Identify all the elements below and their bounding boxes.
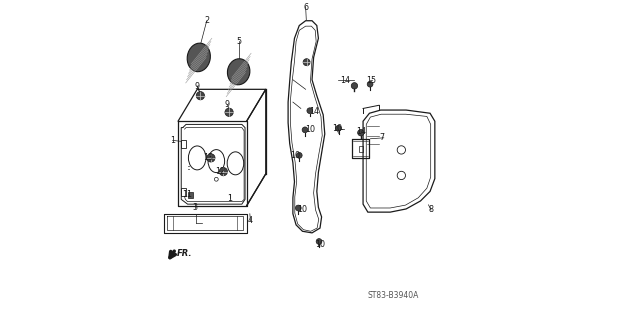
- Circle shape: [207, 154, 215, 162]
- Text: 12: 12: [216, 167, 225, 176]
- Text: 11: 11: [182, 190, 191, 199]
- Text: 15: 15: [366, 76, 376, 85]
- Text: 14: 14: [340, 76, 351, 85]
- Bar: [359, 146, 364, 152]
- Bar: [180, 188, 186, 196]
- Circle shape: [335, 125, 341, 131]
- Text: ST83-B3940A: ST83-B3940A: [368, 291, 419, 300]
- Text: 14: 14: [356, 127, 367, 136]
- Text: 3: 3: [193, 204, 198, 212]
- Circle shape: [196, 92, 205, 100]
- Circle shape: [307, 108, 313, 114]
- Text: 5: 5: [236, 37, 241, 46]
- Text: 10: 10: [297, 205, 307, 214]
- Text: FR.: FR.: [177, 249, 193, 258]
- Text: 10: 10: [332, 124, 342, 133]
- Text: 7: 7: [380, 133, 385, 142]
- Text: 8: 8: [429, 205, 433, 214]
- Circle shape: [303, 59, 310, 66]
- Ellipse shape: [227, 59, 250, 85]
- Text: 4: 4: [248, 216, 253, 225]
- Text: 1: 1: [170, 136, 175, 145]
- Text: 9: 9: [225, 100, 230, 109]
- Text: 10: 10: [291, 151, 300, 160]
- Circle shape: [367, 81, 373, 87]
- Circle shape: [219, 167, 227, 176]
- Circle shape: [351, 83, 358, 89]
- Circle shape: [296, 152, 302, 158]
- Circle shape: [302, 127, 308, 133]
- Text: 10: 10: [315, 241, 325, 249]
- Text: 1: 1: [228, 194, 232, 203]
- Text: 13: 13: [203, 153, 212, 162]
- Circle shape: [316, 239, 322, 244]
- Text: 14: 14: [309, 108, 319, 116]
- Ellipse shape: [187, 43, 211, 72]
- Circle shape: [358, 130, 364, 136]
- Text: 6: 6: [303, 3, 308, 11]
- Bar: [180, 140, 186, 148]
- Text: 2: 2: [204, 16, 209, 25]
- Circle shape: [225, 108, 233, 116]
- Text: 10: 10: [305, 125, 316, 134]
- Bar: [188, 192, 193, 198]
- Text: 9: 9: [195, 82, 200, 91]
- Circle shape: [296, 205, 301, 211]
